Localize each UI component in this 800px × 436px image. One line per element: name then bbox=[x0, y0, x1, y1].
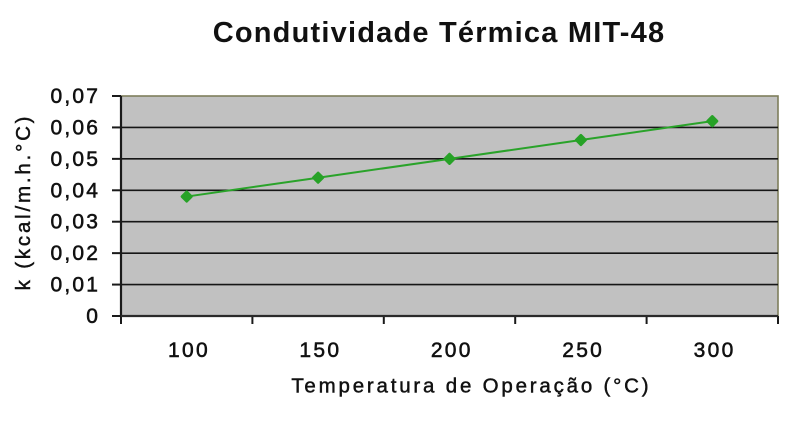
svg-text:200: 200 bbox=[431, 339, 473, 362]
svg-text:100: 100 bbox=[168, 339, 210, 362]
svg-text:250: 250 bbox=[562, 339, 604, 362]
svg-text:0,06: 0,06 bbox=[51, 116, 101, 139]
svg-text:0,03: 0,03 bbox=[51, 211, 101, 234]
svg-text:0,01: 0,01 bbox=[51, 274, 101, 297]
svg-text:0,07: 0,07 bbox=[51, 85, 101, 108]
svg-text:Condutividade Térmica MIT-48: Condutividade Térmica MIT-48 bbox=[213, 17, 666, 49]
svg-text:300: 300 bbox=[694, 339, 736, 362]
svg-text:Temperatura de Operação (°C): Temperatura de Operação (°C) bbox=[291, 375, 651, 398]
svg-text:0,04: 0,04 bbox=[51, 179, 101, 202]
svg-text:150: 150 bbox=[299, 339, 341, 362]
svg-text:0: 0 bbox=[86, 305, 100, 328]
svg-text:k (kcal/m.h.°C): k (kcal/m.h.°C) bbox=[12, 114, 35, 291]
svg-text:0,02: 0,02 bbox=[51, 242, 101, 265]
svg-text:0,05: 0,05 bbox=[51, 148, 101, 171]
